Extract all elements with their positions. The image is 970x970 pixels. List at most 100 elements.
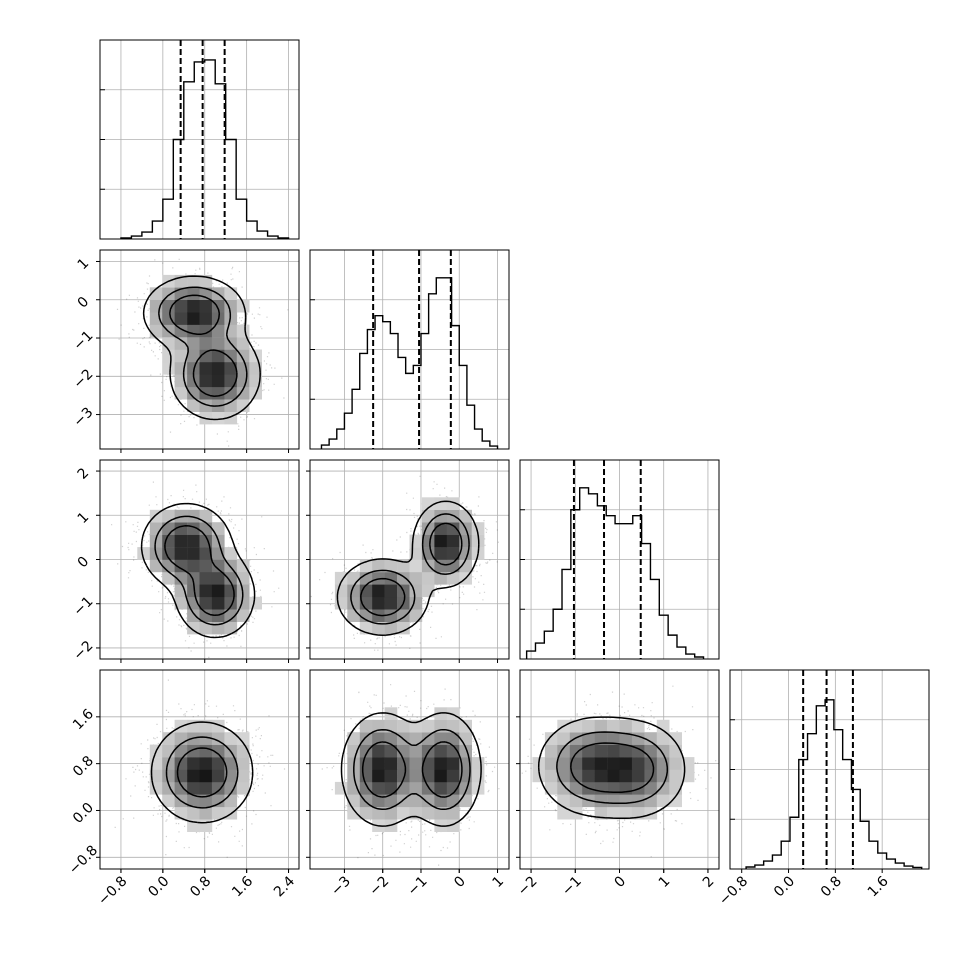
density-cell: [187, 757, 200, 770]
density-cell: [656, 794, 670, 808]
density-cell: [644, 744, 658, 758]
density-cell: [211, 806, 225, 820]
density-cell: [607, 794, 620, 808]
density-cell: [199, 386, 213, 400]
density-cell: [187, 349, 200, 363]
x-tick-label: 1.6: [865, 873, 892, 900]
density-cell: [224, 361, 238, 375]
axes-frame: [99, 459, 300, 660]
density-cell: [434, 497, 448, 510]
density-cell: [459, 559, 472, 573]
density-cell: [544, 757, 558, 770]
density-cell: [669, 757, 682, 770]
density-cell: [569, 719, 583, 733]
density-cell: [224, 757, 238, 770]
density-cell: [199, 732, 213, 745]
hist-panel-0: [99, 39, 300, 240]
density-cell: [446, 547, 460, 560]
density-cell: [471, 757, 485, 770]
density-cell: [359, 571, 373, 585]
density-cell: [236, 386, 250, 400]
x-tick-label: 2: [700, 873, 718, 891]
density-cell: [334, 571, 348, 585]
density-cell: [582, 719, 595, 733]
density-cell: [187, 386, 200, 400]
density-cell: [471, 781, 485, 795]
density-cell: [162, 361, 175, 375]
density-cell: [582, 732, 595, 745]
density-cell: [199, 399, 213, 412]
density-cell: [434, 769, 448, 783]
density-cell: [187, 337, 200, 350]
density-cell: [162, 769, 175, 783]
y-tick-label: −2: [71, 638, 97, 664]
density-cell: [569, 744, 583, 758]
density-cell: [569, 757, 583, 770]
density-cell: [397, 621, 410, 635]
density-cell: [162, 337, 175, 350]
density-cell: [224, 584, 238, 598]
hist-panel-2: [519, 459, 720, 660]
density-cell: [224, 621, 238, 635]
y-tick-label: −1: [71, 594, 97, 620]
density-cell: [224, 794, 238, 808]
contour-level-1: [556, 731, 669, 805]
y-tick-label: 0: [75, 294, 93, 312]
contour-level-2: [360, 522, 463, 617]
density-cell: [409, 571, 423, 585]
density-cell: [607, 719, 620, 733]
density-cell: [409, 732, 423, 745]
density-cell: [162, 287, 175, 300]
density-cell: [359, 584, 373, 598]
density-cell: [409, 609, 423, 622]
density-cell: [397, 806, 410, 820]
density-cell: [174, 781, 188, 795]
density-cell: [669, 732, 682, 745]
density-cell: [162, 732, 175, 745]
density-cell: [446, 559, 460, 573]
scatter-panel-1-2: [306, 459, 510, 663]
density-cell: [174, 559, 188, 573]
x-tick-label: 1.6: [229, 873, 256, 900]
density-cell: [236, 757, 250, 770]
density-cell: [434, 571, 448, 585]
density-cell: [187, 769, 200, 783]
axes-frame: [99, 39, 300, 240]
density-cell: [421, 794, 435, 808]
contour-level-2: [176, 747, 228, 798]
density-cell: [236, 399, 250, 412]
density-cell: [199, 361, 213, 375]
density-cell: [236, 299, 250, 313]
y-tick-label: 1: [75, 255, 93, 273]
density-cell: [557, 769, 570, 783]
density-cell: [607, 757, 620, 770]
density-cell: [421, 497, 435, 510]
density-cell: [236, 769, 250, 783]
contour-level-2: [169, 294, 238, 397]
density-cell: [569, 769, 583, 783]
contour-level-2: [570, 742, 655, 794]
density-cell: [594, 732, 608, 745]
density-cell: [187, 374, 200, 388]
density-cell: [446, 497, 460, 510]
density-cell: [149, 324, 163, 338]
density-cell: [446, 522, 460, 535]
density-cell: [199, 522, 213, 535]
density-cell: [347, 781, 360, 795]
density-cell: [236, 324, 250, 338]
density-cell: [211, 559, 225, 573]
density-cell: [199, 596, 213, 610]
density-cell: [199, 374, 213, 388]
density-cell: [187, 584, 200, 598]
density-cell: [446, 769, 460, 783]
density-cell: [619, 806, 633, 820]
density-cell: [187, 744, 200, 758]
density-cell: [199, 509, 213, 523]
density-cell: [459, 744, 472, 758]
density-cell: [224, 547, 238, 560]
contour-level-1: [350, 513, 470, 625]
density-cell: [187, 781, 200, 795]
x-tick-label: −0.8: [716, 873, 751, 908]
density-cell: [619, 744, 633, 758]
density-cell: [372, 621, 385, 635]
